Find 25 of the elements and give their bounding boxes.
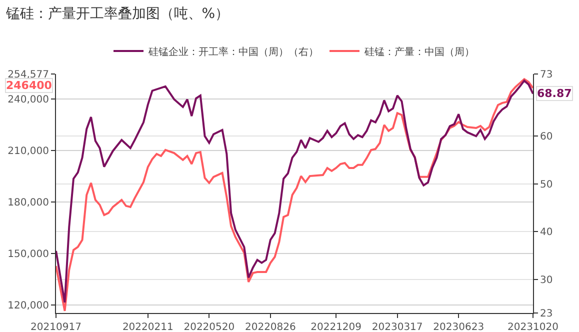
y-tick-label: 240,000 [8, 94, 49, 106]
y-tick-label: 120,000 [8, 300, 49, 312]
y2-tick-label: 50 [540, 179, 553, 190]
x-tick-label: 20210917 [30, 322, 82, 332]
x-tick-label: 20230623 [433, 322, 484, 332]
x-tick-label: 20230317 [372, 322, 423, 332]
x-tick-label: 20221209 [310, 322, 362, 332]
y-tick-label: 254,577 [8, 70, 49, 80]
x-tick-label: 20220211 [122, 322, 174, 332]
legend-label: 硅锰企业：开工率：中国（周）（右） [148, 46, 318, 58]
y2-tick-label: 23 [540, 308, 553, 320]
y-tick-label: 210,000 [8, 146, 49, 157]
y-tick-label: 180,000 [8, 197, 49, 208]
x-tick-label: 20231020 [508, 322, 558, 332]
x-tick-label: 20220520 [184, 322, 235, 332]
chart-title: 锰硅：产量开工率叠加图（吨、%） [4, 6, 230, 22]
y2-tick-label: 73 [540, 70, 553, 80]
text: 68.87 [537, 87, 572, 100]
y2-tick-label: 40 [540, 227, 553, 238]
legend-label: 硅锰：产量：中国（周） [364, 46, 474, 58]
y2-tick-label: 60 [540, 132, 553, 143]
x-tick-label: 20220826 [244, 322, 296, 332]
y-tick-label: 150,000 [8, 248, 49, 260]
text: 246400 [6, 79, 52, 92]
y2-tick-label: 30 [540, 275, 553, 286]
